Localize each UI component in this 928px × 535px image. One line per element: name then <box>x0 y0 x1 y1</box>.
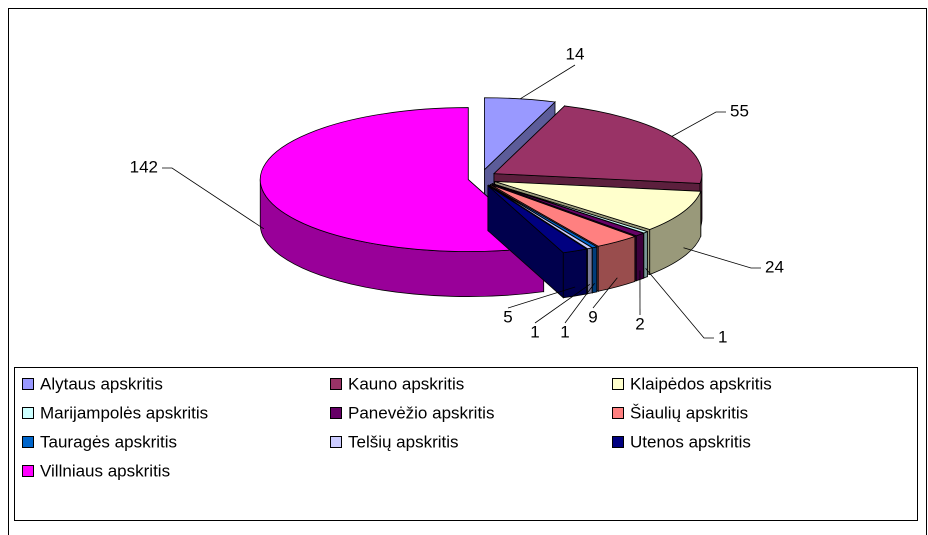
legend-label: Šiaulių apskritis <box>630 403 748 422</box>
data-label: 1 <box>530 322 539 341</box>
leader-line <box>507 286 576 309</box>
data-label: 24 <box>765 257 784 276</box>
pie-slice <box>487 185 588 254</box>
leader-line <box>592 277 618 309</box>
legend-swatch <box>330 436 342 448</box>
legend-swatch <box>22 436 34 448</box>
legend-label: Panevėžio apskritis <box>348 403 494 422</box>
pie-slice <box>259 107 545 252</box>
data-label: 5 <box>503 307 512 326</box>
pie-slice <box>493 105 703 184</box>
leader-line <box>645 268 714 339</box>
legend-label: Marijampolės apskritis <box>40 403 208 422</box>
legend-swatch <box>22 407 34 419</box>
pie-slice <box>494 181 702 230</box>
leader-line <box>671 111 726 137</box>
legend-box <box>14 367 918 521</box>
legend-label: Tauragės apskritis <box>40 432 177 451</box>
slice-side <box>562 248 588 299</box>
legend-swatch <box>612 378 624 390</box>
leader-line <box>564 283 595 324</box>
leader-line <box>162 167 265 230</box>
slice-side <box>587 247 593 295</box>
data-label: 142 <box>130 157 158 176</box>
leader-line <box>683 247 761 269</box>
slice-side <box>643 231 648 279</box>
pie-slice <box>490 184 637 247</box>
data-label: 2 <box>635 314 644 333</box>
leader-line <box>520 64 576 100</box>
legend-label: Villniaus apskritis <box>40 461 170 480</box>
legend-swatch <box>22 465 34 477</box>
legend-label: Telšių apskritis <box>348 432 459 451</box>
legend-swatch <box>612 407 624 419</box>
legend-label: Klaipėdos apskritis <box>630 374 772 393</box>
pie-slice <box>491 183 645 237</box>
legend-swatch <box>22 378 34 390</box>
legend-label: Alytaus apskritis <box>40 374 163 393</box>
pie-slice <box>488 185 594 250</box>
data-label: 1 <box>560 322 569 341</box>
legend-label: Utenos apskritis <box>630 432 751 451</box>
legend-label: Kauno apskritis <box>348 374 464 393</box>
legend-swatch <box>330 378 342 390</box>
leader-line <box>534 283 591 324</box>
data-label: 9 <box>588 307 597 326</box>
data-label: 14 <box>566 44 585 63</box>
data-label: 1 <box>718 327 727 346</box>
legend-swatch <box>330 407 342 419</box>
data-label: 55 <box>730 101 749 120</box>
legend-swatch <box>612 436 624 448</box>
